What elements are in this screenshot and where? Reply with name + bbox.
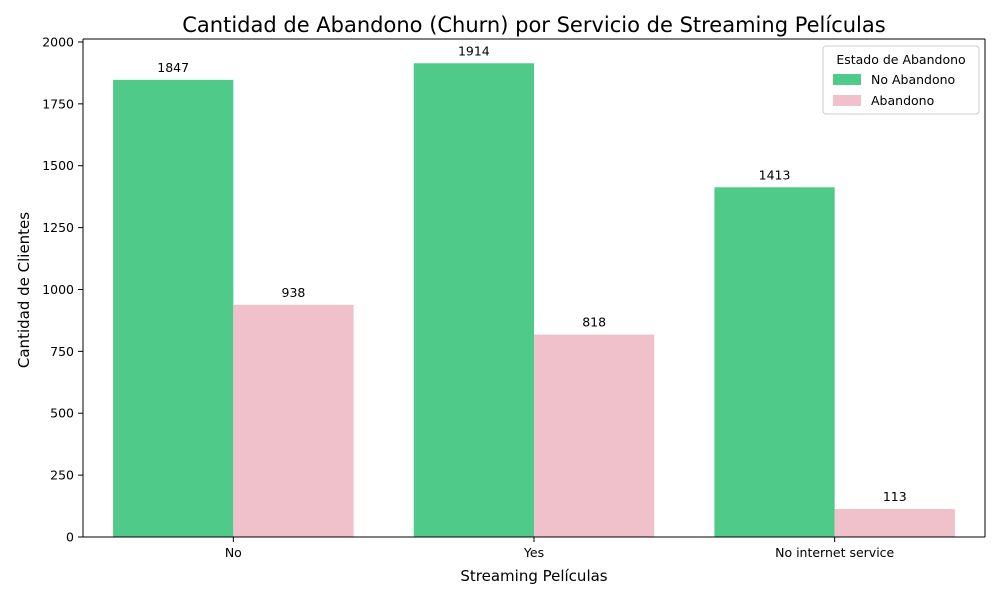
y-axis-label: Cantidad de Clientes bbox=[15, 212, 33, 368]
value-label-0-2: 1413 bbox=[759, 167, 791, 182]
y-tick-label-8: 2000 bbox=[42, 34, 74, 49]
y-tick-label-0: 0 bbox=[66, 530, 74, 545]
bar-0-2 bbox=[714, 187, 835, 538]
value-label-0-0: 1847 bbox=[157, 60, 189, 75]
y-tick-label-7: 1750 bbox=[42, 96, 74, 111]
x-axis-label: Streaming Películas bbox=[460, 567, 607, 585]
legend-box bbox=[822, 45, 980, 115]
bar-0-1 bbox=[413, 63, 534, 537]
legend-title: Estado de Abandono bbox=[836, 52, 965, 67]
legend-label-1: Abandono bbox=[871, 93, 934, 108]
y-tick-label-3: 750 bbox=[50, 344, 74, 359]
value-label-1-0: 938 bbox=[282, 285, 306, 300]
legend: Estado de Abandono No Abandono Abandono bbox=[822, 45, 980, 115]
bar-0-0 bbox=[113, 79, 234, 537]
y-tick-label-2: 500 bbox=[50, 406, 74, 421]
chart-title: Cantidad de Abandono (Churn) por Servici… bbox=[182, 13, 885, 37]
y-tick-label-1: 250 bbox=[50, 468, 74, 483]
y-tick-label-5: 1250 bbox=[42, 220, 74, 235]
legend-swatch-0 bbox=[833, 74, 861, 85]
legend-label-0: No Abandono bbox=[871, 72, 955, 87]
bar-1-1 bbox=[534, 334, 655, 537]
value-label-1-1: 818 bbox=[582, 315, 606, 330]
x-tick-label-1: Yes bbox=[523, 545, 544, 560]
legend-swatch-1 bbox=[833, 95, 861, 106]
value-label-0-1: 1914 bbox=[458, 43, 490, 58]
bar-1-0 bbox=[233, 304, 354, 537]
y-tick-label-4: 1000 bbox=[42, 282, 74, 297]
x-tick-label-2: No internet service bbox=[775, 545, 894, 560]
plot-area: 1847 1914 1413 938 818 113 0 250 500 750 1000 1250 1… bbox=[42, 34, 986, 560]
bar-1-2 bbox=[834, 509, 955, 537]
value-label-1-2: 113 bbox=[883, 489, 907, 504]
y-tick-label-6: 1500 bbox=[42, 158, 74, 173]
x-tick-label-0: No bbox=[225, 545, 242, 560]
